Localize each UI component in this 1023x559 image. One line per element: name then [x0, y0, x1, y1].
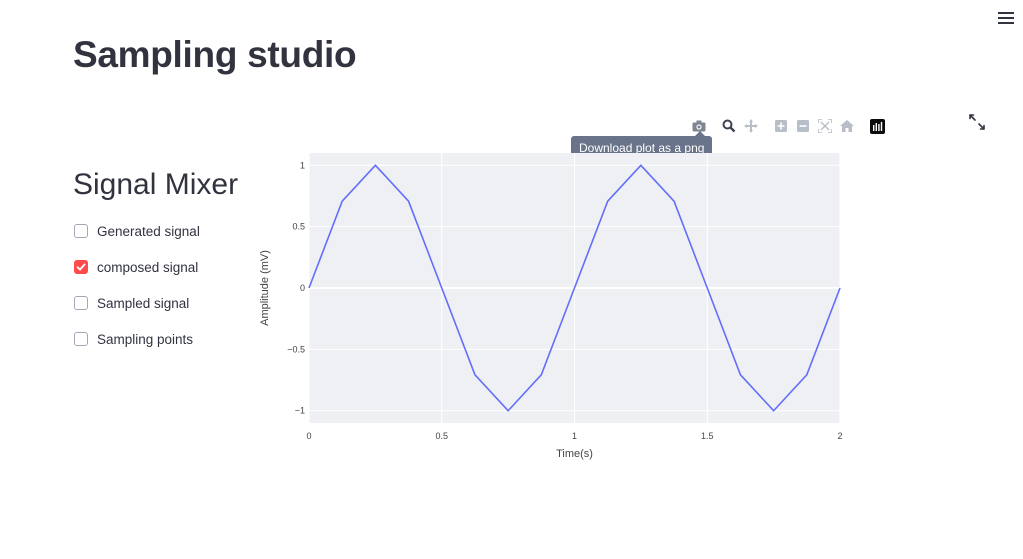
generated-signal-checkbox[interactable]: Generated signal	[74, 222, 200, 240]
x-tick-label: 0.5	[435, 431, 448, 441]
camera-icon[interactable]	[690, 117, 708, 135]
pan-icon[interactable]	[742, 117, 760, 135]
page-title: Sampling studio	[73, 34, 357, 75]
checkbox-label: Generated signal	[97, 223, 200, 239]
series-line-0	[308, 164, 841, 412]
signal-mixer-heading: Signal Mixer	[73, 168, 239, 201]
checkbox-box[interactable]	[74, 260, 88, 274]
checkbox-box[interactable]	[74, 332, 88, 346]
checkbox-box[interactable]	[74, 296, 88, 310]
checkmark-icon	[76, 263, 86, 271]
plot-toolbar	[690, 117, 890, 135]
fullscreen-icon[interactable]	[968, 113, 986, 131]
x-tick-label: 0	[306, 431, 311, 441]
y-tick-label: 1	[300, 160, 305, 170]
signal-chart[interactable]: 0 0.5 1 1.5 2 1 0.5 0 −0.5 −1 Time(s) Amplitude (mV…	[250, 150, 860, 470]
checkbox-label: Sampled signal	[97, 295, 190, 311]
reset-axes-icon[interactable]	[838, 117, 856, 135]
checkbox-label: composed signal	[97, 259, 199, 275]
y-tick-label: 0.5	[292, 222, 305, 232]
checkbox-label: Sampling points	[97, 331, 194, 347]
zoom-icon[interactable]	[720, 117, 738, 135]
zoom-in-icon[interactable]	[772, 117, 790, 135]
x-axis-label: Time(s)	[556, 448, 593, 460]
checkbox-box[interactable]	[74, 224, 88, 238]
zoom-out-icon[interactable]	[794, 117, 812, 135]
x-tick-label: 1	[572, 431, 577, 441]
signal-options: Generated signal composed signal Sampled…	[74, 222, 200, 366]
sampling-points-checkbox[interactable]: Sampling points	[74, 330, 200, 348]
y-tick-label: −1	[295, 406, 305, 416]
y-tick-label: −0.5	[287, 344, 305, 354]
x-tick-label: 1.5	[701, 431, 714, 441]
composed-signal-checkbox[interactable]: composed signal	[74, 258, 200, 276]
autoscale-icon[interactable]	[816, 117, 834, 135]
y-axis-label: Amplitude (mV)	[259, 250, 271, 326]
plotly-logo-icon[interactable]	[868, 117, 886, 135]
main-menu-icon[interactable]	[998, 12, 1014, 24]
y-tick-label: 0	[300, 283, 305, 293]
sampled-signal-checkbox[interactable]: Sampled signal	[74, 294, 200, 312]
x-tick-label: 2	[837, 431, 842, 441]
